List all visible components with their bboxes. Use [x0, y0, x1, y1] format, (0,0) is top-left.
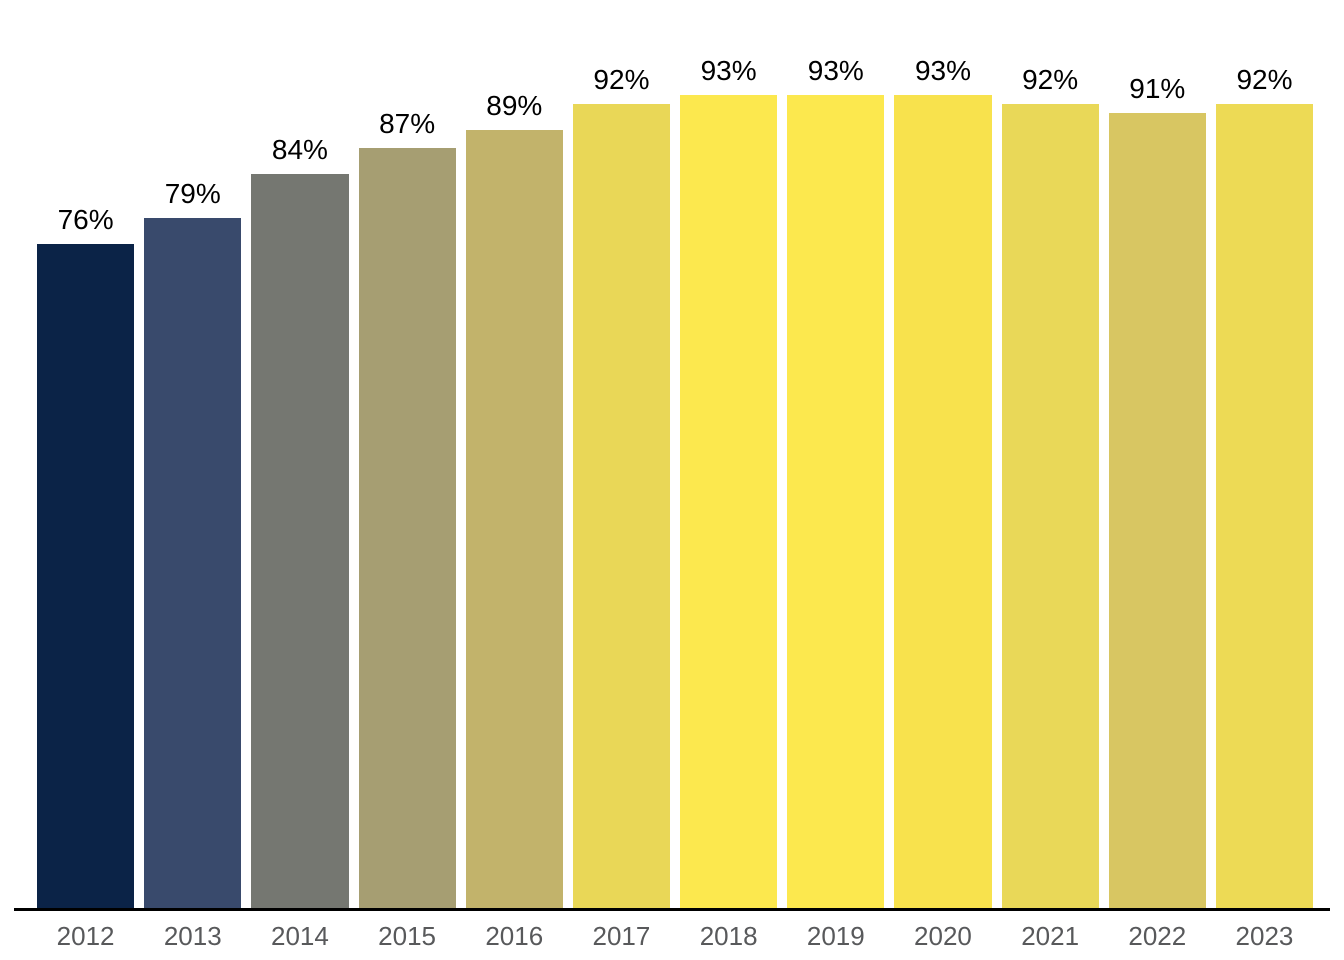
bar-column-2012: 76% — [37, 203, 135, 908]
bar — [787, 95, 885, 908]
bar — [358, 147, 456, 908]
bar-column-2019: 93% — [787, 55, 885, 908]
value-label: 92% — [1022, 63, 1079, 95]
bar — [1215, 103, 1314, 908]
bar-column-2016: 89% — [465, 90, 563, 908]
value-label: 87% — [379, 107, 436, 139]
bar — [144, 217, 242, 908]
bar-column-2020: 93% — [894, 55, 992, 908]
bar-column-2014: 84% — [251, 133, 349, 908]
x-tick-label: 2020 — [914, 920, 972, 951]
bar — [1108, 112, 1206, 908]
value-label: 92% — [1236, 63, 1293, 95]
bar-column-2015: 87% — [358, 107, 456, 908]
x-tick-label: 2019 — [806, 920, 865, 951]
bar — [37, 243, 135, 908]
value-label: 91% — [1129, 72, 1186, 104]
x-axis-tick-labels: 2012 2013 2014 2015 2016 2017 2018 2019 2020 2021… — [0, 911, 1344, 960]
x-tick-label: 2014 — [271, 920, 329, 951]
bar-column-2017: 92% — [572, 63, 671, 908]
value-label: 93% — [807, 55, 864, 87]
x-tick-label: 2016 — [485, 920, 544, 951]
bar — [1001, 103, 1099, 908]
x-tick-label: 2017 — [592, 920, 651, 951]
bar — [894, 95, 992, 908]
value-label: 89% — [486, 90, 543, 122]
x-tick-label: 2022 — [1128, 920, 1187, 951]
value-label: 76% — [57, 203, 114, 235]
value-label: 84% — [271, 133, 328, 165]
plot-area: 76% 79% 84% 87% 89% 92% 93% 93% 93% 92% 91% 92% — [37, 55, 1314, 908]
x-axis-line — [14, 908, 1330, 911]
bar — [680, 95, 778, 908]
x-tick-label: 2021 — [1021, 920, 1080, 951]
bar — [251, 173, 349, 908]
x-tick-label: 2015 — [378, 920, 437, 951]
value-label: 79% — [164, 177, 221, 209]
bar — [572, 103, 671, 908]
bar — [465, 130, 563, 908]
value-label: 93% — [700, 55, 757, 87]
bar-column-2022: 91% — [1108, 72, 1206, 908]
x-tick-label: 2012 — [56, 920, 115, 951]
bar-column-2013: 79% — [144, 177, 242, 908]
bar-column-2018: 93% — [680, 55, 778, 908]
value-label: 93% — [914, 55, 971, 87]
bar-column-2021: 92% — [1001, 63, 1099, 908]
x-tick-label: 2018 — [699, 920, 758, 951]
value-label: 92% — [593, 63, 650, 95]
bar-column-2023: 92% — [1215, 63, 1314, 908]
x-tick-label: 2013 — [163, 920, 222, 951]
x-tick-label: 2023 — [1235, 920, 1294, 951]
